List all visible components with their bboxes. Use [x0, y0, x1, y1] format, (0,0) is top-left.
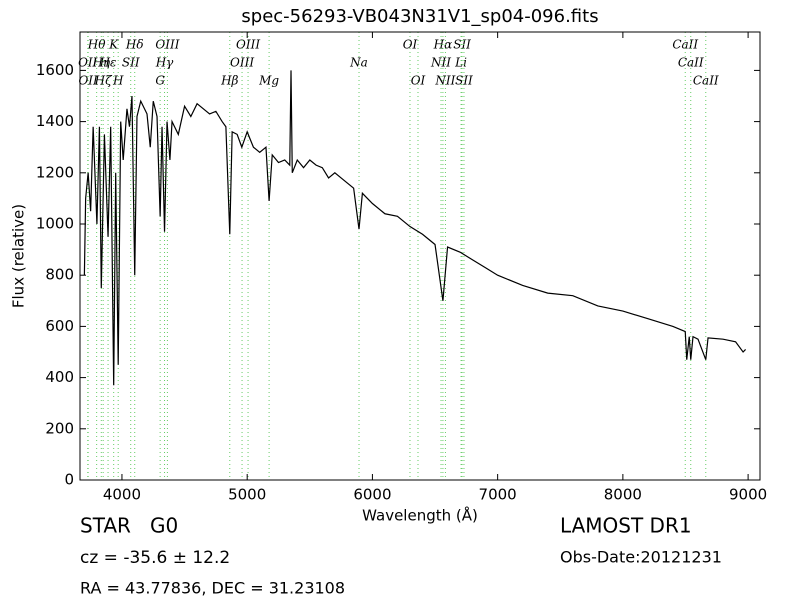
spectral-line-label: Hη: [91, 56, 110, 70]
x-axis-label: Wavelength (Å): [362, 506, 478, 525]
spectral-line-label: SII: [453, 38, 471, 52]
spectral-line-label: CaII: [672, 38, 698, 52]
x-tick-label: 7000: [479, 486, 517, 504]
spectral-line-label: CaII: [693, 74, 719, 88]
spectral-line-label: Hδ: [125, 38, 144, 52]
spectral-line-label: OIII: [155, 38, 179, 52]
spectral-line-label: OIII: [230, 56, 254, 70]
y-axis-label: Flux (relative): [10, 204, 28, 308]
x-tick-label: 4000: [103, 486, 141, 504]
spectral-line-label: CaII: [678, 56, 704, 70]
spectral-line-label: SII: [455, 74, 473, 88]
redshift: cz = -35.6 ± 12.2: [80, 548, 230, 568]
spectral-line-label: Hγ: [155, 56, 174, 70]
y-tick-label: 200: [45, 419, 74, 437]
spectral-line-label: OII: [78, 56, 98, 70]
spectral-line-label: Na: [349, 56, 368, 70]
obs-date: Obs-Date:20121231: [560, 548, 722, 567]
spectral-line-label: K: [108, 38, 119, 52]
spectral-line-label: Li: [454, 56, 467, 70]
y-tick-label: 1200: [36, 163, 74, 181]
chart-title: spec-56293-VB043N31V1_sp04-096.fits: [241, 6, 598, 27]
y-tick-label: 1600: [36, 61, 74, 79]
x-tick-label: 5000: [228, 486, 266, 504]
spectral-line-label: Hβ: [220, 74, 238, 88]
y-tick-label: 800: [45, 266, 74, 284]
spectral-line-label: NII: [434, 74, 455, 88]
spectral-line-label: Hα: [433, 38, 453, 52]
spectral-line-label: Mg: [258, 74, 279, 88]
y-tick-label: 400: [45, 368, 74, 386]
spectrum: [83, 70, 747, 386]
y-tick-label: 1400: [36, 112, 74, 130]
spectral-line-label: Hε: [99, 56, 117, 70]
survey: LAMOST DR1: [560, 514, 692, 538]
spectral-line-label: OIII: [236, 38, 260, 52]
spectral-line-label: SII: [122, 56, 140, 70]
y-tick-label: 600: [45, 317, 74, 335]
spectral-line-label: OII: [78, 74, 98, 88]
x-tick-label: 6000: [353, 486, 391, 504]
spectral-line-label: OI: [403, 38, 418, 52]
spectral-line-label: OI: [411, 74, 426, 88]
spectral-line-label: G: [155, 74, 165, 88]
spectral-line-label: NII: [430, 56, 451, 70]
coordinates: RA = 43.77836, DEC = 31.23108: [80, 579, 345, 598]
spectral-line-label: Hζ: [94, 74, 113, 88]
plot-frame: [79, 31, 761, 481]
object-class: STAR G0: [80, 514, 178, 538]
y-tick-label: 0: [64, 471, 74, 489]
x-tick-label: 8000: [604, 486, 642, 504]
y-tick-label: 1000: [36, 215, 74, 233]
spectral-line-label: H: [112, 74, 124, 88]
x-tick-label: 9000: [729, 486, 767, 504]
